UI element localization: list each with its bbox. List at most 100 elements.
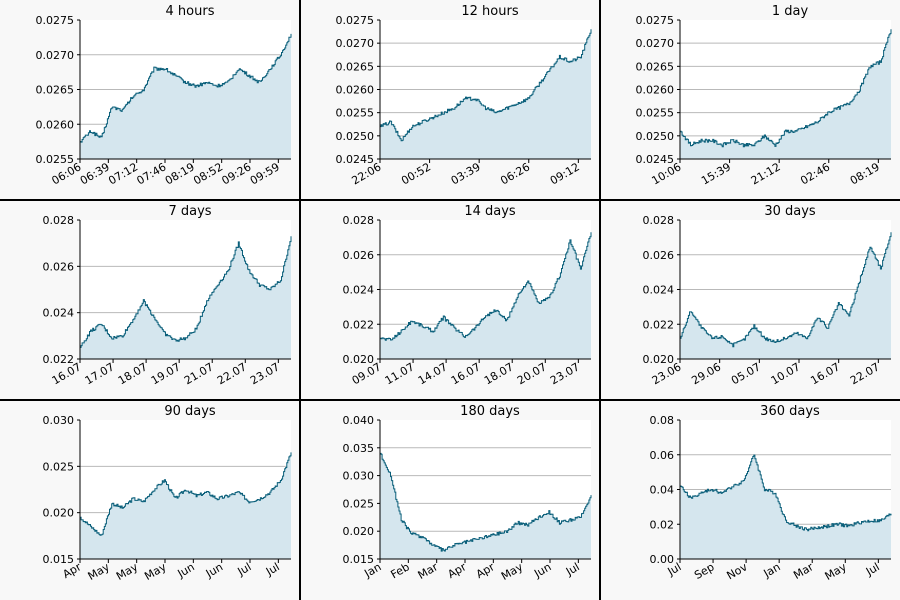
x-tick-label: 19.07 [149, 360, 183, 387]
series-area [380, 232, 591, 359]
y-tick-label: 0.025 [343, 497, 375, 510]
series-line [680, 454, 892, 532]
x-tick-label: Mar [791, 560, 816, 582]
series-line [380, 29, 592, 142]
y-tick-label: 0.0260 [36, 118, 75, 131]
x-tick-label: Jun [203, 560, 225, 580]
y-tick-label: 0.0265 [336, 60, 375, 73]
chart-svg: 1 day 0.0245 0.0250 0.0255 0.0260 0.0265 0.027… [636, 4, 892, 187]
series-area [80, 236, 291, 359]
series-area [80, 33, 291, 159]
x-tick-label: 06:26 [498, 160, 532, 187]
y-tick-label: 0.04 [650, 484, 675, 497]
panel-divider [0, 399, 900, 401]
chart-svg: 12 hours 0.0245 0.0250 0.0255 0.0260 0.0265 0.… [336, 4, 592, 187]
chart-panel: 14 days 0.020 0.022 0.024 0.026 0.028 09.07 11.… [300, 200, 600, 400]
x-tick-label: 10.07 [769, 360, 803, 387]
x-tick-label: 07:46 [135, 160, 169, 187]
x-tick-label: 09:59 [248, 160, 282, 187]
x-tick-label: 17.07 [83, 360, 117, 387]
x-tick-label: 09:26 [220, 160, 254, 187]
x-tick-label: Jun [531, 560, 553, 580]
y-tick-label: 0.024 [43, 307, 75, 320]
x-tick-label: Jul [263, 560, 282, 578]
x-tick-label: May [86, 560, 113, 583]
series-line [80, 236, 292, 348]
series-area [680, 232, 891, 359]
x-tick-label: Mar [416, 560, 441, 582]
y-tick-label: 0.0275 [636, 14, 675, 27]
y-tick-label: 0.028 [643, 214, 675, 227]
x-tick-label: May [823, 560, 850, 583]
x-tick-label: 00:52 [399, 160, 433, 187]
y-tick-label: 0.020 [343, 353, 375, 366]
y-tick-label: 0.0245 [636, 153, 675, 166]
x-tick-label: Jul [235, 560, 254, 578]
series-line [680, 232, 892, 348]
series-line [380, 452, 592, 552]
x-tick-label: 22.07 [215, 360, 249, 387]
y-tick-label: 0.026 [643, 249, 675, 262]
chart-svg: 4 hours 0.0255 0.0260 0.0265 0.0270 0.0275 06:… [36, 4, 292, 187]
series-area [680, 455, 891, 559]
x-tick-label: 14.07 [416, 360, 450, 387]
x-tick-label: 08:19 [848, 160, 882, 187]
x-tick-label: 06:39 [78, 160, 112, 187]
x-tick-label: 15:39 [699, 160, 733, 187]
chart-panel: 180 days 0.015 0.020 0.025 0.030 0.035 0.040 Ja… [300, 400, 600, 600]
y-tick-label: 0.024 [643, 284, 675, 297]
chart-svg: 180 days0.0150.0200.0250.0300.0350.040Ja… [343, 404, 592, 583]
y-tick-label: 0.040 [343, 414, 375, 427]
chart-title: 7 days [168, 204, 211, 219]
chart-title: 180 days [460, 404, 520, 419]
x-tick-label: 05.07 [729, 360, 763, 387]
y-tick-label: 0.0255 [336, 107, 375, 120]
y-tick-label: 0.020 [43, 507, 75, 520]
chart-svg: 360 days 0.00 0.02 0.04 0.06 0.08 Jul Sep Nov Jan… [650, 404, 892, 583]
y-tick-label: 0.024 [343, 284, 375, 297]
panel-divider [599, 0, 601, 600]
panel-divider [299, 0, 301, 600]
x-tick-label: 21:12 [749, 160, 783, 187]
x-tick-label: Jul [863, 560, 882, 578]
x-tick-label: 11.07 [383, 360, 417, 387]
x-tick-label: 23.07 [248, 360, 282, 387]
x-tick-label: 18.07 [116, 360, 150, 387]
x-tick-label: May [114, 560, 141, 583]
y-tick-label: 0.0255 [36, 153, 75, 166]
y-tick-label: 0.020 [643, 353, 675, 366]
y-tick-label: 0.06 [650, 449, 675, 462]
y-tick-label: 0.02 [650, 518, 675, 531]
x-tick-label: Jun [175, 560, 197, 580]
chart-panel: 7 days 0.022 0.024 0.026 0.028 16.07 17.07 18.0… [0, 200, 300, 400]
y-tick-label: 0.022 [343, 318, 375, 331]
series-line [80, 452, 292, 536]
y-tick-label: 0.015 [343, 553, 375, 566]
series-line [80, 33, 292, 143]
series-area [380, 29, 591, 159]
x-tick-label: 29.06 [689, 360, 723, 387]
panel-divider [0, 199, 900, 201]
y-tick-label: 0.0245 [336, 153, 375, 166]
y-tick-label: 0.025 [43, 460, 75, 473]
y-tick-label: 0.022 [43, 353, 75, 366]
x-tick-label: 20.07 [515, 360, 549, 387]
y-tick-label: 0.0270 [36, 49, 75, 62]
y-tick-label: 0.0275 [336, 14, 375, 27]
y-tick-label: 0.028 [43, 214, 75, 227]
x-tick-label: 16.07 [808, 360, 842, 387]
x-tick-label: 09:12 [548, 160, 582, 187]
y-tick-label: 0.0255 [636, 107, 675, 120]
x-tick-label: May [142, 560, 169, 583]
chart-panel: 360 days 0.00 0.02 0.04 0.06 0.08 Jul Sep Nov Jan… [600, 400, 900, 600]
y-tick-label: 0.026 [43, 260, 75, 273]
x-tick-label: May [499, 560, 526, 583]
x-tick-label: 03:39 [449, 160, 483, 187]
y-tick-label: 0.0260 [636, 84, 675, 97]
x-tick-label: 08:52 [191, 160, 225, 187]
y-tick-label: 0.00 [650, 553, 675, 566]
x-tick-label: 16.07 [449, 360, 483, 387]
